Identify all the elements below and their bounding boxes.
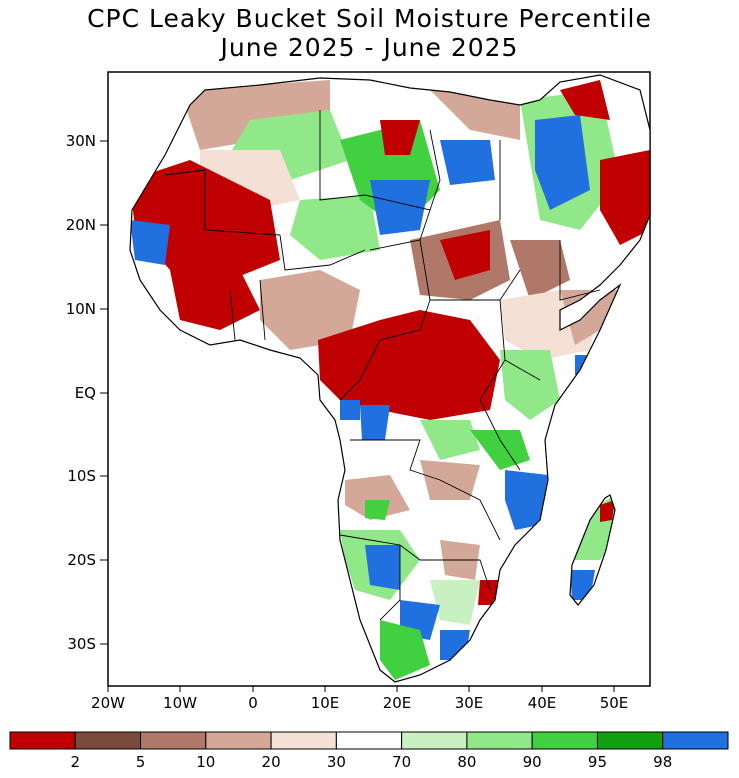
x-tick-label: 30E: [455, 694, 484, 712]
legend-swatch: [531, 731, 598, 750]
legend-label: 95: [588, 753, 607, 771]
x-axis: 20W 10W 0 10E 20E 30E 40E 50E: [91, 686, 628, 712]
legend-label: 30: [327, 753, 346, 771]
y-tick-label: 10N: [66, 300, 96, 318]
y-tick-label: 30S: [67, 635, 96, 653]
legend-label: 2: [70, 753, 80, 771]
x-tick-label: 40E: [528, 694, 557, 712]
y-tick-label: 30N: [66, 132, 96, 150]
coastline: [129, 74, 651, 683]
legend-swatch: [335, 731, 403, 750]
y-tick-label: 20N: [66, 216, 96, 234]
x-tick-label: 10E: [311, 694, 340, 712]
legend-swatch: [596, 731, 664, 750]
legend-label: 98: [653, 753, 672, 771]
x-tick-label: 20W: [91, 694, 125, 712]
legend-swatch: [270, 731, 337, 750]
legend-swatch: [401, 731, 468, 750]
legend-swatch: [9, 731, 76, 750]
y-axis: 30N 20N 10N EQ 10S 20S 30S: [66, 132, 108, 653]
legend-colorbar: [9, 731, 729, 750]
x-tick-label: 50E: [600, 694, 629, 712]
legend-swatch: [466, 731, 533, 750]
legend-labels: 2 5 10 20 30 70 80 90 95 98: [70, 753, 672, 771]
y-tick-label: 20S: [67, 551, 96, 569]
x-tick-label: 10W: [163, 694, 197, 712]
legend-swatch: [74, 731, 142, 750]
map-title: CPC Leaky Bucket Soil Moisture Percentil…: [87, 4, 652, 33]
legend-swatch: [140, 731, 207, 750]
y-tick-label: EQ: [75, 384, 96, 402]
legend-swatch: [205, 731, 272, 750]
x-tick-label: 0: [248, 694, 258, 712]
legend-label: 5: [136, 753, 146, 771]
legend-swatch: [662, 731, 729, 750]
x-tick-label: 20E: [383, 694, 412, 712]
legend-label: 20: [262, 753, 281, 771]
legend-label: 90: [523, 753, 542, 771]
legend-label: 80: [457, 753, 476, 771]
legend-label: 70: [392, 753, 411, 771]
map-subtitle: June 2025 - June 2025: [220, 33, 519, 62]
y-tick-label: 10S: [67, 467, 96, 485]
country-borders: [164, 110, 601, 621]
legend-label: 10: [196, 753, 215, 771]
